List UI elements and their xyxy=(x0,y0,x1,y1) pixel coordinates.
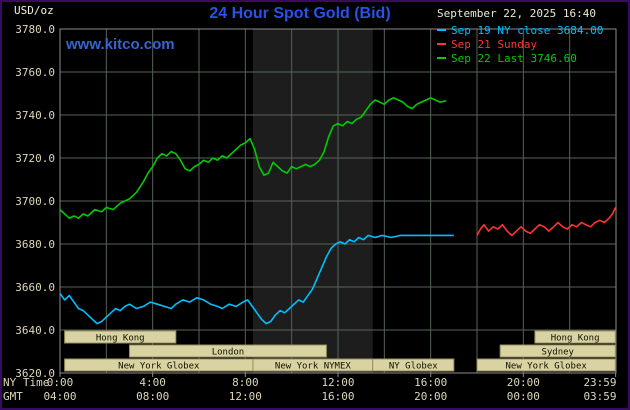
y-axis-tick-label: 3700.0 xyxy=(15,195,55,208)
session-bar xyxy=(372,358,455,372)
x-axis-tick-label-nytime: 20:00 xyxy=(507,376,540,389)
x-axis-tick-label-gmt: 16:00 xyxy=(321,390,354,403)
y-axis-units-label: USD/oz xyxy=(14,4,54,17)
x-axis-tick-label-gmt: 04:00 xyxy=(43,390,76,403)
x-axis-tick-label-nytime: 0:00 xyxy=(47,376,74,389)
legend-label-sep21: Sep 21 Sunday xyxy=(451,37,538,51)
x-axis-gmt-label: GMT xyxy=(3,390,23,403)
chart-title: 24 Hour Spot Gold (Bid) xyxy=(209,5,391,22)
session-bar-label: Sydney xyxy=(541,348,574,358)
x-axis-tick-label-gmt: 03:59 xyxy=(583,390,616,403)
x-axis-tick-label-nytime: 4:00 xyxy=(139,376,166,389)
y-axis-tick-label: 3660.0 xyxy=(15,281,55,294)
y-axis-tick-label: 3680.0 xyxy=(15,238,55,251)
y-axis-tick-label: 3640.0 xyxy=(15,324,55,337)
y-axis-tick-label: 3740.0 xyxy=(15,109,55,122)
y-axis-tick-label: 3780.0 xyxy=(15,23,55,36)
legend-marker-sep19-icon xyxy=(437,29,446,31)
legend-item-sep22: Sep 22 Last 3746.60 xyxy=(437,51,603,65)
legend-label-sep19: Sep 19 NY close 3684.00 xyxy=(451,23,604,37)
series-line-sep19 xyxy=(59,234,454,325)
session-bar-label: Hong Kong xyxy=(551,334,600,344)
plot-layers: 3780.0 3760.0 3740.0 3720.0 3700.0 3680.0 3660… xyxy=(15,23,616,403)
y-axis-tick-label: 3620.0 xyxy=(15,367,55,380)
datetime-label: September 22, 2025 16:40 xyxy=(437,7,596,20)
legend-marker-sep21-icon xyxy=(437,43,446,45)
kitco-watermark-link[interactable]: www.kitco.com xyxy=(66,36,175,53)
y-axis-tick-label: 3720.0 xyxy=(15,152,55,165)
legend-item-sep19: Sep 19 NY close 3684.00 xyxy=(437,23,603,37)
session-bar xyxy=(499,344,616,358)
session-bar xyxy=(534,330,616,344)
session-bar-label: New York Globex xyxy=(118,362,200,372)
legend-marker-sep22-icon xyxy=(437,57,446,59)
session-bar xyxy=(129,344,327,358)
series-line-sep21 xyxy=(476,207,617,237)
x-axis-tick-label-gmt: 12:00 xyxy=(229,390,262,403)
x-axis-tick-label-gmt: 08:00 xyxy=(136,390,169,403)
legend-label-sep22: Sep 22 Last 3746.60 xyxy=(451,51,577,65)
x-axis-tick-label-nytime: 23:59 xyxy=(583,376,616,389)
legend-panel: September 22, 2025 16:40 Sep 19 NY close… xyxy=(437,7,603,65)
y-axis-tick-label: 3760.0 xyxy=(15,66,55,79)
session-bar-label: New York NYMEX xyxy=(275,362,351,372)
x-axis-nytime-label: NY Time xyxy=(3,376,49,389)
x-axis-tick-label-gmt: 20:00 xyxy=(414,390,447,403)
series-line-sep22 xyxy=(59,97,447,219)
session-bar xyxy=(64,330,177,344)
session-bar xyxy=(476,358,616,372)
session-bar-label: Hong Kong xyxy=(96,334,145,344)
x-axis-tick-label-nytime: 16:00 xyxy=(414,376,447,389)
session-bar-label: New York Globex xyxy=(506,362,588,372)
x-axis-tick-label-nytime: 12:00 xyxy=(321,376,354,389)
x-axis-tick-label-nytime: 8:00 xyxy=(232,376,259,389)
session-bar-label: London xyxy=(212,348,245,358)
legend-item-sep21: Sep 21 Sunday xyxy=(437,37,603,51)
session-bar-label: NY Globex xyxy=(389,362,438,372)
x-axis-tick-label-gmt: 00:00 xyxy=(507,390,540,403)
